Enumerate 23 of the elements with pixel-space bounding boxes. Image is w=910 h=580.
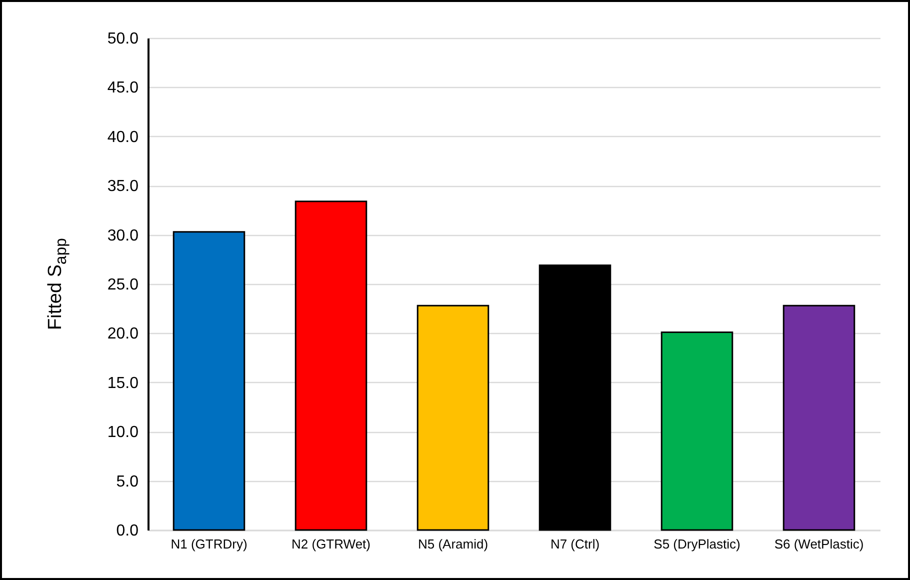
y-tick-label: 45.0 xyxy=(107,80,139,97)
y-tick-label: 20.0 xyxy=(107,326,139,343)
y-tick-label: 25.0 xyxy=(107,276,139,294)
y-tick-label: 40.0 xyxy=(107,128,139,146)
x-tick-label: N1 (GTRDry) xyxy=(170,536,248,552)
bar xyxy=(294,200,368,531)
x-tick-label: S5 (DryPlastic) xyxy=(654,536,740,552)
x-tick-label: S6 (WetPlastic) xyxy=(774,536,864,552)
y-tick-label: 15.0 xyxy=(107,374,139,392)
x-tick-label: N7 (Ctrl) xyxy=(550,536,600,552)
y-tick-label: 35.0 xyxy=(107,178,139,196)
bar xyxy=(538,264,612,531)
y-tick-label: 0.0 xyxy=(116,522,139,540)
x-tick-label: N2 (GTRWet) xyxy=(292,536,370,552)
bar xyxy=(416,304,490,531)
x-tick-label: N5 (Aramid) xyxy=(418,536,488,552)
y-tick-label: 10.0 xyxy=(107,424,139,442)
y-tick-label: 30.0 xyxy=(107,227,139,244)
bar xyxy=(660,331,734,531)
y-tick-label: 5.0 xyxy=(116,473,139,490)
y-tick-label: 50.0 xyxy=(107,30,139,48)
bar xyxy=(782,304,856,531)
bar xyxy=(172,231,246,531)
